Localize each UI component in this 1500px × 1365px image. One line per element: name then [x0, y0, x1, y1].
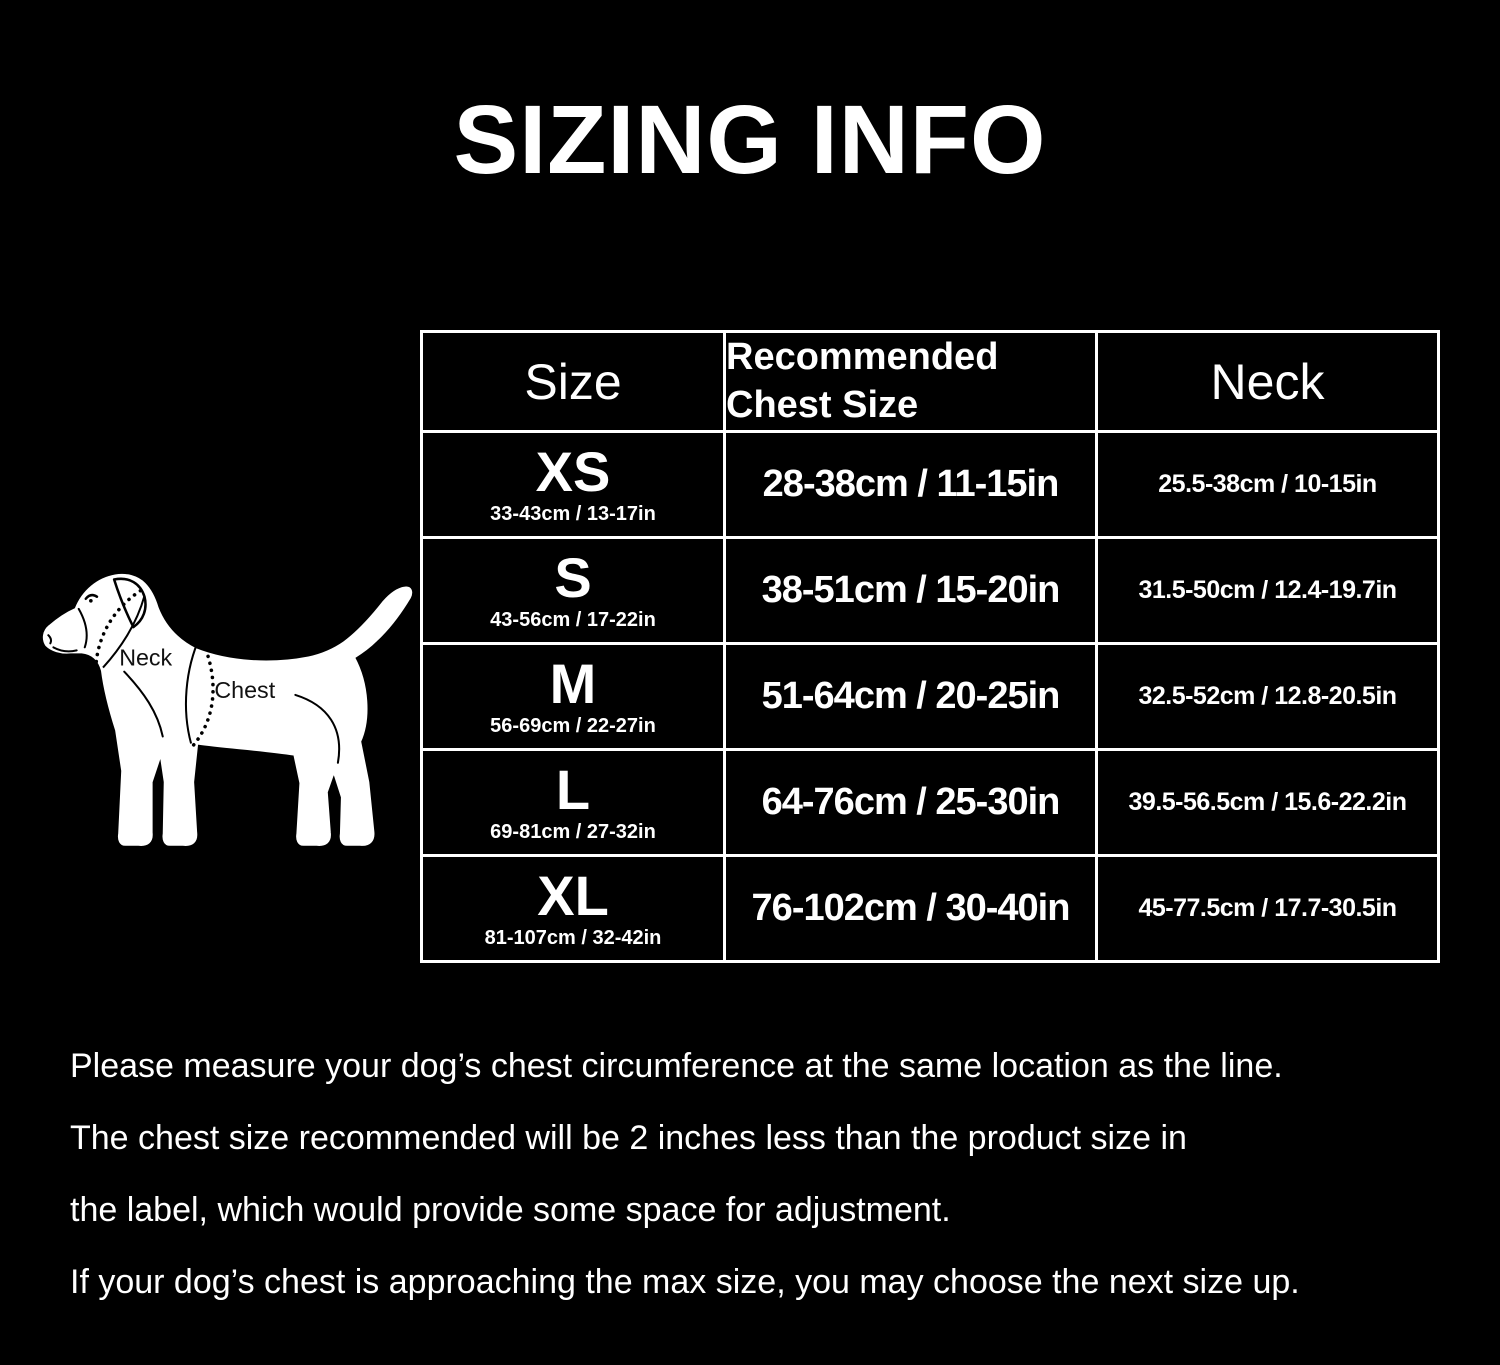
table-row: XS 33-43cm / 13-17in 28-38cm / 11-15in 2… [420, 430, 1440, 539]
header-size: Size [420, 330, 726, 433]
table-row: S 43-56cm / 17-22in 38-51cm / 15-20in 31… [420, 536, 1440, 645]
size-range: 81-107cm / 32-42in [484, 927, 662, 950]
size-range: 56-69cm / 22-27in [490, 715, 656, 738]
measurement-notes: Please measure your dog’s chest circumfe… [70, 1030, 1460, 1318]
sizing-table: Size Recommended Chest Size Neck XS 33-4… [420, 330, 1440, 963]
chest-size-cell: 76-102cm / 30-40in [723, 854, 1098, 963]
neck-size-cell: 31.5-50cm / 12.4-19.7in [1095, 536, 1440, 645]
size-range: 43-56cm / 17-22in [490, 609, 656, 632]
table-row: M 56-69cm / 22-27in 51-64cm / 20-25in 32… [420, 642, 1440, 751]
neck-size-cell: 39.5-56.5cm / 15.6-22.2in [1095, 748, 1440, 857]
page-title: SIZING INFO [453, 85, 1047, 194]
dog-measurement-diagram: Neck Chest [22, 538, 427, 943]
chest-size-cell: 51-64cm / 20-25in [723, 642, 1098, 751]
size-cell: XS 33-43cm / 13-17in [420, 430, 726, 539]
size-label: XL [537, 863, 609, 927]
note-line: the label, which would provide some spac… [70, 1191, 951, 1229]
size-label: S [554, 545, 592, 609]
note-line: Please measure your dog’s chest circumfe… [70, 1047, 1283, 1085]
size-cell: M 56-69cm / 22-27in [420, 642, 726, 751]
size-label: XS [535, 439, 611, 503]
size-cell: S 43-56cm / 17-22in [420, 536, 726, 645]
table-header-row: Size Recommended Chest Size Neck [420, 330, 1440, 433]
header-recommended-chest-size: Recommended Chest Size [723, 330, 1098, 433]
dog-cheek-line [77, 607, 88, 649]
note-line: If your dog’s chest is approaching the m… [70, 1263, 1300, 1301]
size-label: M [549, 651, 597, 715]
dog-illustration: Neck Chest [42, 573, 413, 846]
chest-size-cell: 64-76cm / 25-30in [723, 748, 1098, 857]
size-cell: L 69-81cm / 27-32in [420, 748, 726, 857]
size-cell: XL 81-107cm / 32-42in [420, 854, 726, 963]
chest-measure-dotted-line [191, 634, 215, 748]
size-range: 33-43cm / 13-17in [490, 503, 656, 526]
neck-size-cell: 25.5-38cm / 10-15in [1095, 430, 1440, 539]
chest-size-cell: 38-51cm / 15-20in [723, 536, 1098, 645]
table-row: XL 81-107cm / 32-42in 76-102cm / 30-40in… [420, 854, 1440, 963]
chest-line-solid [184, 635, 202, 744]
dog-mouth-line [52, 646, 78, 653]
neck-size-cell: 45-77.5cm / 17.7-30.5in [1095, 854, 1440, 963]
dog-eye [84, 593, 99, 601]
size-range: 69-81cm / 27-32in [490, 821, 656, 844]
table-row: L 69-81cm / 27-32in 64-76cm / 25-30in 39… [420, 748, 1440, 857]
dog-nostril [47, 634, 53, 645]
chest-size-cell: 28-38cm / 11-15in [723, 430, 1098, 539]
neck-line-solid [102, 595, 146, 669]
note-line: The chest size recommended will be 2 inc… [70, 1119, 1187, 1157]
dog-body-silhouette [42, 573, 413, 846]
dog-shoulder-line [123, 670, 164, 738]
neck-size-cell: 32.5-52cm / 12.8-20.5in [1095, 642, 1440, 751]
chest-label: Chest [214, 677, 275, 703]
dog-eye-dot [89, 598, 93, 603]
header-neck: Neck [1095, 330, 1440, 433]
dog-thigh-line [294, 693, 341, 764]
size-label: L [555, 757, 591, 821]
neck-label: Neck [119, 645, 172, 671]
